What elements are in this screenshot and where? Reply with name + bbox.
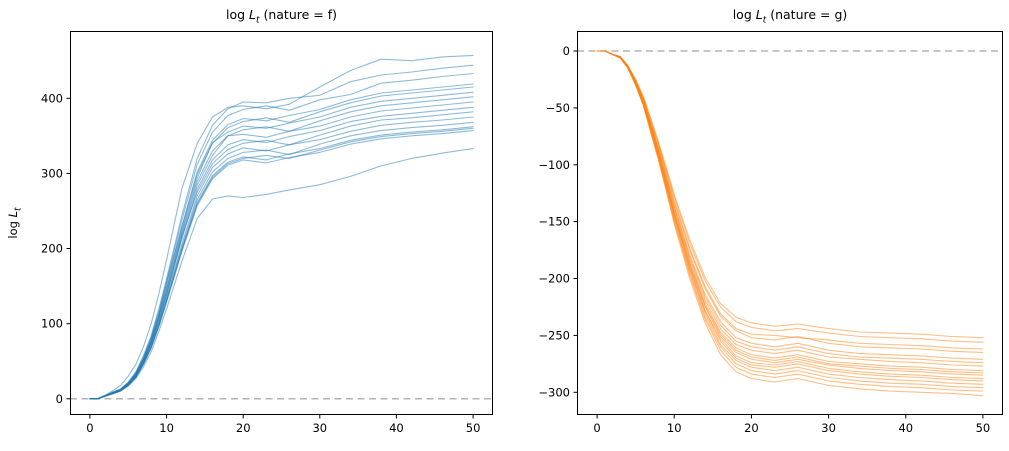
x-tick-label: 30 (821, 421, 836, 435)
y-tick-label: −250 (538, 328, 570, 342)
x-tick-label: 40 (389, 421, 404, 435)
title-subscript: t (762, 15, 767, 26)
ylabel-subscript: t (13, 207, 24, 211)
trajectory-line (596, 50, 984, 360)
trajectory-line (89, 54, 474, 400)
trajectory-line (596, 50, 984, 350)
y-tick-label: −150 (538, 215, 570, 229)
trajectory-line (596, 50, 984, 353)
x-tick-label: 50 (976, 421, 991, 435)
trajectory-line (596, 50, 984, 382)
y-tick-label: −100 (538, 158, 570, 172)
trajectory-line (596, 50, 984, 367)
title-func: log (732, 7, 756, 22)
title-subscript: t (255, 15, 260, 26)
y-tick-label: 400 (41, 91, 63, 105)
trajectory-line (89, 130, 474, 400)
axes-spines (577, 31, 1003, 415)
title-variable: L (249, 7, 256, 22)
y-tick-label: 300 (41, 166, 63, 180)
axes-spines (70, 31, 493, 415)
trajectory-line (596, 50, 984, 372)
y-axis-label: log Lt (6, 173, 24, 273)
trajectory-line (596, 50, 984, 397)
y-tick-label: −200 (538, 272, 570, 286)
trajectory-line (596, 50, 984, 392)
y-tick-label: 0 (563, 44, 570, 58)
ylabel-variable: L (6, 210, 20, 218)
x-tick-label: 0 (86, 421, 93, 435)
title-variable: L (755, 7, 763, 22)
ylabel-func: log (6, 217, 20, 239)
title-rest: (nature = f) (259, 7, 338, 22)
trajectory-line (596, 50, 984, 364)
y-tick-label: 200 (41, 242, 63, 256)
x-tick-label: 20 (744, 421, 759, 435)
trajectory-line (596, 50, 984, 376)
y-tick-label: 0 (56, 392, 63, 406)
x-tick-label: 20 (236, 421, 251, 435)
trajectory-line (89, 148, 474, 400)
y-tick-label: −300 (538, 385, 570, 399)
x-tick-label: 10 (159, 421, 174, 435)
x-tick-label: 30 (312, 421, 327, 435)
y-tick-label: −50 (546, 101, 570, 115)
title-rest: (nature = g) (766, 7, 848, 22)
x-tick-label: 40 (898, 421, 913, 435)
title-func: log (225, 7, 249, 22)
x-tick-label: 0 (593, 421, 600, 435)
x-tick-label: 50 (466, 421, 481, 435)
chart-title-right: log Lt (nature = g) (577, 5, 1003, 26)
x-tick-label: 10 (667, 421, 682, 435)
trajectory-line (596, 50, 984, 343)
chart-title-left: log Lt (nature = f) (70, 5, 493, 26)
trajectory-line (596, 50, 984, 339)
y-tick-label: 100 (41, 317, 63, 331)
